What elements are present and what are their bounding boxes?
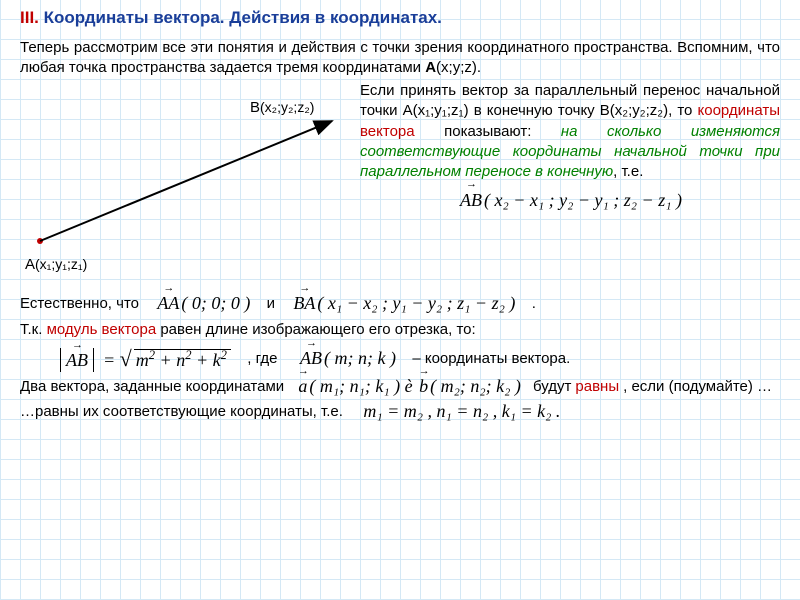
will-be: будут [533,378,571,395]
b-body: ( m₂; n₂; k₂ ) [430,376,521,396]
e-text: è [400,376,417,396]
line-naturally: Естественно, что AA( 0; 0; 0 ) и BA( x₁ … [0,291,800,316]
pt-a-coords: (x₁;y₁;z₁) [35,256,87,272]
vec-b: b [417,376,430,397]
vec-AB: AB [458,188,484,212]
dot1: . [532,295,536,312]
formula-AB: AB( x₂ − x₁ ; y₂ − y₁ ; z₂ − z₁ ) [360,182,780,218]
nat-text: Естественно, что [20,295,139,312]
AB-body: ( x₂ − x₁ ; y₂ − y₁ ; z₂ − z₁ ) [484,190,682,210]
figure-area: A(x₁;y₁;z₁) B(x₂;y₂;z₂) Если принять век… [0,81,800,291]
a-body: ( m₁; n₁; k₁ ) [309,376,400,396]
AB-mnk: ( m; n; k ) [324,348,396,368]
pt-b-coords: (x₂;y₂;z₂) [260,99,314,115]
vec-a: a [296,376,309,397]
vec-BA: BA [291,293,317,314]
AA-body: ( 0; 0; 0 ) [181,293,250,313]
if-think: , если (подумайте) … [623,378,772,395]
where-text: , где [247,350,277,367]
vec-AA: AA [155,293,181,314]
line-final: …равны их соответствующие координаты, т.… [0,399,800,424]
BA-body: ( x₁ − x₂ ; y₁ − y₂ ; z₁ − z₂ ) [317,293,515,313]
final-text: …равны их соответствующие координаты, т.… [20,403,343,420]
two-vec-text: Два вектора, заданные координатами [20,378,284,395]
vec-AB-abs: AB [64,350,90,371]
side-s3: показывают: [415,123,561,140]
vector-arrow [40,121,332,241]
side-s5: , т.е. [613,163,643,180]
intro-text-a: Теперь рассмотрим все эти понятия и дейс… [20,39,780,76]
line-mod-formula: AB = √m2 + n2 + k2 , где AB( m; n; k ) –… [0,344,800,374]
intro-bold-A: A [425,59,436,76]
intro-paragraph: Теперь рассмотрим все эти понятия и дейс… [0,34,800,81]
mod2: модуль вектора [47,321,157,338]
side-paragraph: Если принять вектор за параллельный пере… [360,81,780,219]
equal-red: равны [575,378,619,395]
mod1: Т.к. [20,321,47,338]
heading-text: Координаты вектора. Действия в координат… [44,8,442,27]
coords-vec-text: – координаты вектора. [412,350,570,367]
section-heading: III. Координаты вектора. Действия в коор… [0,0,800,34]
point-a-label: A(x₁;y₁;z₁) [25,256,87,273]
line-two-vectors: Два вектора, заданные координатами a( m₁… [0,374,800,399]
eq-final: m₁ = m₂ , n₁ = n₂ , k₁ = k₂ . [363,401,560,422]
line-modulus: Т.к. модуль вектора равен длине изобража… [0,316,800,344]
and-text: и [267,295,275,312]
mod3: равен длине изображающего его отрезка, т… [156,321,476,338]
point-b-label: B(x₂;y₂;z₂) [250,99,314,116]
pt-a-letter: A [25,256,35,273]
pt-b-letter: B [250,99,260,116]
intro-text-c: (x;y;z). [436,59,481,76]
heading-num: III. [20,8,39,27]
